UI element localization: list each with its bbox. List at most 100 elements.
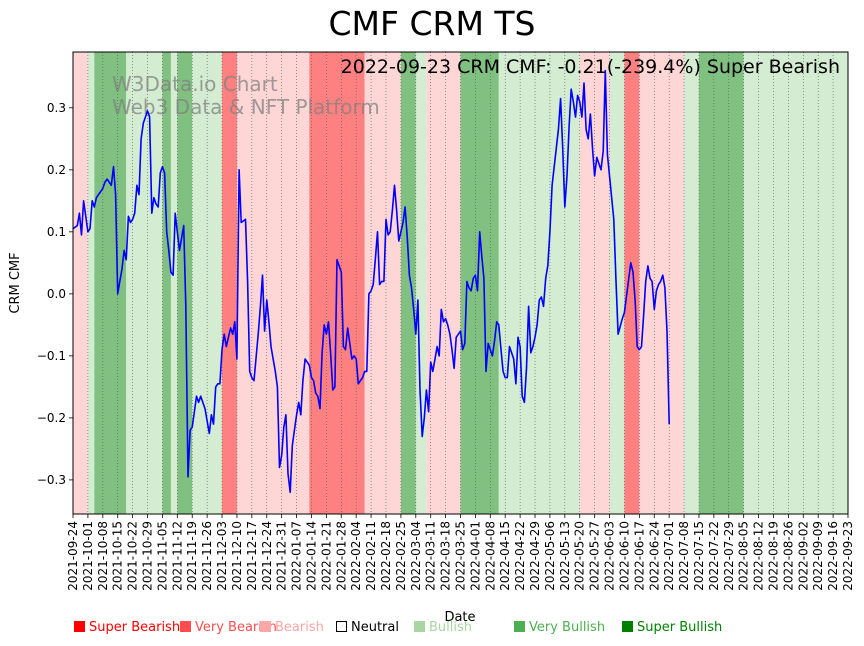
- legend-item: Super Bullish: [622, 620, 722, 635]
- watermark: W3Data.io Chart Web3 Data & NFT Platform: [112, 72, 380, 119]
- x-tick-label: 2022-04-22: [513, 521, 527, 591]
- y-tick-label: 0.0: [47, 287, 66, 301]
- watermark-line-1: W3Data.io Chart: [112, 72, 278, 96]
- legend-label: Neutral: [351, 620, 399, 635]
- band-15: [415, 52, 427, 514]
- y-tick-label: 0.2: [47, 163, 66, 177]
- x-tick-label: 2022-02-11: [364, 521, 378, 591]
- band-16: [426, 52, 446, 514]
- band-3: [126, 52, 163, 514]
- legend-label: Bearish: [275, 620, 324, 635]
- x-tick-label: 2022-09-02: [796, 521, 810, 591]
- y-tick-label: −0.2: [37, 411, 66, 425]
- x-tick-label: 2022-05-27: [588, 521, 602, 591]
- band-22: [624, 52, 640, 514]
- legend-item: Neutral: [336, 620, 399, 635]
- x-tick-label: 2021-09-24: [66, 521, 80, 591]
- band-11: [309, 52, 327, 514]
- legend-swatch: [514, 621, 525, 632]
- legend-label: Very Bullish: [529, 620, 606, 635]
- cmf-series-line: [72, 69, 670, 494]
- legend-label: Very Bearish: [195, 620, 277, 635]
- band-1: [87, 52, 95, 514]
- x-tick-label: 2021-12-10: [230, 521, 244, 591]
- x-tick-label: 2021-12-31: [275, 521, 289, 591]
- x-tick-label: 2022-06-10: [617, 521, 631, 591]
- band-10: [251, 52, 310, 514]
- x-tick-label: 2022-04-08: [483, 521, 497, 591]
- band-2: [94, 52, 127, 514]
- band-4: [162, 52, 171, 514]
- legend-item: Bearish: [260, 620, 324, 635]
- signal-bands: [73, 52, 848, 514]
- band-13: [364, 52, 401, 514]
- x-tick-label: 2022-07-08: [677, 521, 691, 591]
- band-26: [743, 52, 848, 514]
- legend-swatch: [622, 621, 633, 632]
- x-tick-label: 2022-07-15: [692, 521, 706, 591]
- legend-item: Very Bullish: [514, 620, 605, 635]
- legend-swatch: [260, 621, 271, 632]
- band-25: [698, 52, 744, 514]
- band-23: [639, 52, 685, 514]
- x-tick-label: 2021-10-08: [96, 521, 110, 591]
- band-9: [236, 52, 252, 514]
- x-tick-label: 2022-01-21: [319, 521, 333, 591]
- x-tick-label: 2022-07-01: [662, 521, 676, 591]
- x-tick-label: 2022-02-04: [349, 521, 363, 591]
- x-tick-label: 2022-03-04: [409, 521, 423, 591]
- x-tick-label: 2022-01-07: [290, 521, 304, 591]
- legend-item: Very Bearish: [180, 620, 277, 635]
- x-tick-label: 2021-10-22: [126, 521, 140, 591]
- x-tick-label: 2022-03-25: [454, 521, 468, 591]
- x-axis-label: Date: [444, 610, 475, 625]
- y-tick-label: −0.3: [37, 473, 66, 487]
- x-tick-label: 2022-07-22: [707, 521, 721, 591]
- band-8: [222, 52, 237, 514]
- x-tick-label: 2022-08-19: [766, 521, 780, 591]
- band-0: [73, 52, 88, 514]
- x-tick-label: 2022-08-05: [737, 521, 751, 591]
- legend: Super Bearish Very Bearish Bearish Neutral B…: [74, 620, 854, 638]
- x-tick-label: 2022-06-03: [603, 521, 617, 591]
- x-tick-label: 2021-11-12: [170, 521, 184, 591]
- x-tick-label: 2022-01-14: [304, 521, 318, 591]
- x-tick-label: 2022-01-28: [334, 521, 348, 591]
- x-tick-label: 2021-10-15: [111, 521, 125, 591]
- x-tick-label: 2022-09-16: [826, 521, 840, 591]
- x-tick-label: 2021-12-03: [215, 521, 229, 591]
- x-tick-label: 2022-08-12: [752, 521, 766, 591]
- legend-swatch: [414, 621, 425, 632]
- latest-value-annotation: 2022-09-23 CRM CMF: -0.21(-239.4%) Super…: [341, 56, 840, 78]
- legend-label: Super Bullish: [637, 620, 723, 635]
- legend-item: Super Bearish: [74, 620, 180, 635]
- x-tick-label: 2022-09-09: [811, 521, 825, 591]
- band-19: [498, 52, 580, 514]
- band-14: [400, 52, 416, 514]
- legend-swatch: [180, 621, 191, 632]
- x-tick-label: 2022-06-24: [647, 521, 661, 591]
- x-tick-label: 2022-06-17: [632, 521, 646, 591]
- x-tick-label: 2022-04-01: [468, 521, 482, 591]
- chart-title: CMF CRM TS: [328, 4, 536, 43]
- x-tick-label: 2022-03-18: [439, 521, 453, 591]
- x-tick-label: 2021-12-17: [245, 521, 259, 591]
- legend-label: Bullish: [429, 620, 473, 635]
- y-tick-label: −0.1: [37, 349, 66, 363]
- y-axis-label: CRM CMF: [8, 252, 23, 313]
- x-tick-label: 2022-02-25: [394, 521, 408, 591]
- x-tick-label: 2021-10-01: [81, 521, 95, 591]
- x-tick-label: 2022-04-15: [498, 521, 512, 591]
- legend-swatch: [336, 621, 347, 632]
- x-tick-label: 2022-02-18: [379, 521, 393, 591]
- band-17: [445, 52, 461, 514]
- legend-swatch: [74, 621, 85, 632]
- x-tick-label: 2022-05-20: [573, 521, 587, 591]
- x-tick-label: 2021-11-26: [200, 521, 214, 591]
- legend-label: Super Bearish: [89, 620, 181, 635]
- y-tick-label: 0.3: [47, 101, 66, 115]
- x-tick-label: 2021-12-24: [260, 521, 274, 591]
- x-tick-label: 2022-05-06: [543, 521, 557, 591]
- x-tick-label: 2021-11-19: [185, 521, 199, 591]
